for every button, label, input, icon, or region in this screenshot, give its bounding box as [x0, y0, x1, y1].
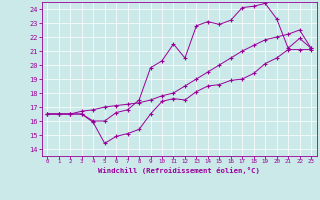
- X-axis label: Windchill (Refroidissement éolien,°C): Windchill (Refroidissement éolien,°C): [98, 167, 260, 174]
